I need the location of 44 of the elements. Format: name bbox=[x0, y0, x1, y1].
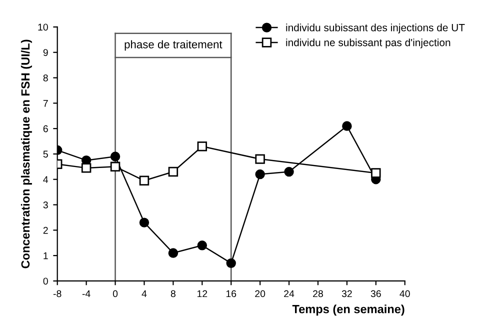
x-tick-label: 4 bbox=[142, 290, 147, 298]
y-tick-label: 6 bbox=[43, 125, 48, 132]
point bbox=[110, 162, 120, 172]
y-tick-label: 2 bbox=[43, 226, 48, 234]
x-tick-label: 0 bbox=[112, 290, 118, 298]
annotation: phase de traitement bbox=[124, 40, 222, 51]
point bbox=[255, 169, 265, 180]
x-tick-label: -8 bbox=[53, 290, 62, 298]
x-tick-label: 20 bbox=[255, 290, 266, 298]
x-tick-label: 32 bbox=[342, 290, 352, 298]
x-tick-label: 28 bbox=[313, 290, 323, 298]
point bbox=[168, 248, 178, 258]
point bbox=[284, 166, 294, 177]
y-axis-title: Concentration plasmatique en FSH (UI/L) bbox=[20, 40, 32, 268]
legend-label: individu ne subissant pas d'injection bbox=[286, 38, 450, 48]
y-tick-label: 9 bbox=[43, 49, 48, 56]
point bbox=[342, 121, 352, 131]
x-axis-title: Temps (en semaine) bbox=[292, 304, 404, 316]
x-tick-label: 24 bbox=[284, 290, 294, 298]
point bbox=[255, 154, 265, 164]
y-tick-label: 0 bbox=[43, 278, 48, 285]
point bbox=[371, 168, 381, 178]
x-tick-label: 16 bbox=[226, 290, 236, 298]
point bbox=[197, 141, 208, 152]
y-tick-label: 8 bbox=[43, 74, 48, 82]
y-tick-label: 5 bbox=[43, 150, 48, 158]
y-tick-label: 10 bbox=[38, 24, 48, 31]
x-tick-label: 12 bbox=[197, 290, 208, 298]
y-tick-label: 3 bbox=[43, 202, 48, 208]
x-tick-label: 40 bbox=[400, 290, 410, 298]
point bbox=[197, 240, 208, 250]
y-tick-label: 1 bbox=[44, 252, 48, 260]
point bbox=[226, 258, 236, 268]
point bbox=[81, 163, 92, 173]
x-tick-label: 8 bbox=[170, 290, 176, 298]
point bbox=[139, 176, 150, 186]
x-tick-label: 36 bbox=[370, 290, 381, 298]
point bbox=[110, 152, 120, 162]
x-tick-label: -4 bbox=[82, 290, 90, 298]
y-tick-label: 7 bbox=[43, 100, 48, 107]
legend-label: individu subissant des injections de UT bbox=[286, 24, 465, 34]
y-tick-label: 4 bbox=[43, 176, 48, 183]
point bbox=[139, 218, 150, 228]
point bbox=[168, 166, 178, 177]
